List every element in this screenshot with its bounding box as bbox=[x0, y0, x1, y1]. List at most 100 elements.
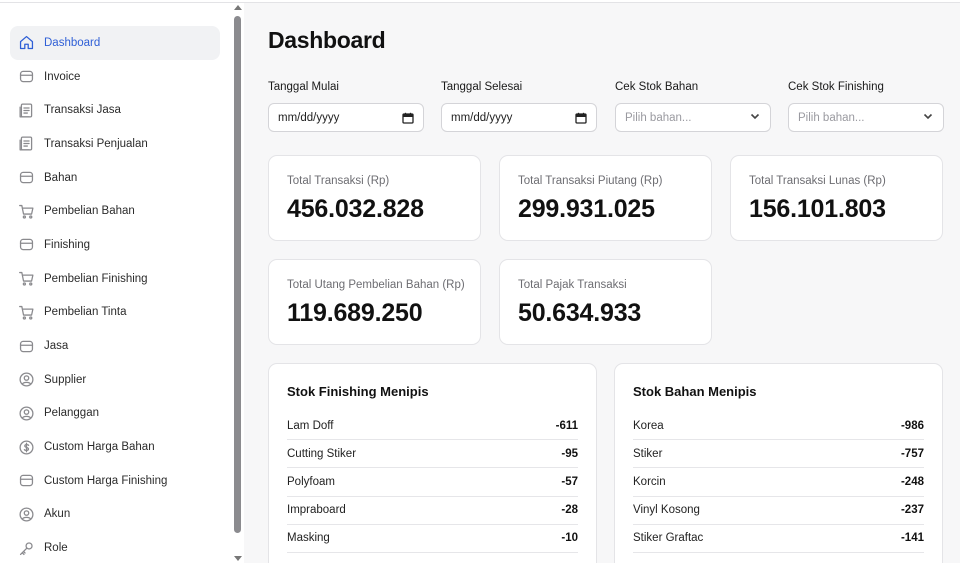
sidebar-item-label: Akun bbox=[44, 508, 71, 521]
user-circle-icon bbox=[17, 505, 35, 523]
cart-icon bbox=[17, 303, 35, 321]
stat-label: Total Transaksi Piutang (Rp) bbox=[518, 175, 663, 187]
list-item: Polyfoam -57 bbox=[287, 468, 578, 497]
sidebar-item-transaksi-jasa[interactable]: Transaksi Jasa bbox=[10, 93, 220, 127]
box-icon bbox=[17, 472, 35, 490]
calendar-icon[interactable] bbox=[402, 112, 414, 124]
sidebar-item-bahan[interactable]: Bahan bbox=[10, 161, 220, 195]
stock-material-label: Cek Stok Bahan bbox=[615, 81, 699, 93]
stock-finishing-placeholder: Pilih bahan... bbox=[798, 111, 865, 124]
list-item: Impraboard -28 bbox=[287, 497, 578, 525]
sidebar-item-finishing[interactable]: Finishing bbox=[10, 228, 220, 262]
sidebar-item-label: Invoice bbox=[44, 70, 81, 83]
sidebar-item-custom-harga-finishing[interactable]: Custom Harga Finishing bbox=[10, 464, 220, 498]
receipt-icon bbox=[17, 135, 35, 153]
item-name: Vinyl Kosong bbox=[633, 504, 700, 517]
start-date-value: mm/dd/yyyy bbox=[278, 111, 340, 124]
sidebar-item-akun[interactable]: Akun bbox=[10, 498, 220, 532]
sidebar-item-role[interactable]: Role bbox=[10, 531, 220, 563]
receipt-icon bbox=[17, 101, 35, 119]
scroll-thumb[interactable] bbox=[234, 16, 241, 533]
chevron-down-icon[interactable] bbox=[749, 110, 761, 125]
item-name: Korea bbox=[633, 419, 664, 432]
box-icon bbox=[17, 169, 35, 187]
stock-material-placeholder: Pilih bahan... bbox=[625, 111, 692, 124]
stat-card-total-piutang: Total Transaksi Piutang (Rp) 299.931.025 bbox=[499, 155, 712, 241]
start-date-input[interactable]: mm/dd/yyyy bbox=[268, 103, 424, 132]
box-icon bbox=[17, 236, 35, 254]
list-item: Masking -10 bbox=[287, 525, 578, 553]
sidebar-item-label: Pembelian Tinta bbox=[44, 306, 127, 319]
user-circle-icon bbox=[17, 404, 35, 422]
item-name: Polyfoam bbox=[287, 475, 335, 488]
chevron-down-icon[interactable] bbox=[922, 110, 934, 125]
item-quantity: -95 bbox=[561, 447, 578, 460]
item-name: Masking bbox=[287, 532, 330, 545]
sidebar-item-pembelian-bahan[interactable]: Pembelian Bahan bbox=[10, 194, 220, 228]
sidebar-nav: Dashboard Invoice Transaksi Jasa Transaksi … bbox=[10, 26, 220, 563]
item-name: Stiker Graftac bbox=[633, 532, 704, 545]
low-material-list: Korea -986 Stiker -757 Korcin -248 Vinyl Koson… bbox=[633, 412, 924, 553]
start-date-filter: Tanggal Mulai mm/dd/yyyy bbox=[268, 81, 424, 132]
list-item: Stiker Graftac -141 bbox=[633, 525, 924, 553]
low-finishing-list: Lam Doff -611 Cutting Stiker -95 Polyfoam -57… bbox=[287, 412, 578, 553]
stat-label: Total Pajak Transaksi bbox=[518, 279, 627, 291]
calendar-icon[interactable] bbox=[575, 112, 587, 124]
box-icon bbox=[17, 68, 35, 86]
sidebar-item-label: Pembelian Finishing bbox=[44, 272, 148, 285]
sidebar-item-label: Custom Harga Bahan bbox=[44, 441, 155, 454]
sidebar-item-pembelian-finishing[interactable]: Pembelian Finishing bbox=[10, 262, 220, 296]
sidebar-item-pembelian-tinta[interactable]: Pembelian Tinta bbox=[10, 296, 220, 330]
stat-value: 119.689.250 bbox=[287, 299, 423, 327]
sidebar-item-label: Role bbox=[44, 542, 68, 555]
item-quantity: -10 bbox=[561, 532, 578, 545]
stat-value: 50.634.933 bbox=[518, 299, 642, 327]
list-item: Korcin -248 bbox=[633, 468, 924, 497]
sidebar-item-dashboard[interactable]: Dashboard bbox=[10, 26, 220, 60]
sidebar-item-label: Custom Harga Finishing bbox=[44, 474, 168, 487]
key-icon bbox=[17, 539, 35, 557]
user-circle-icon bbox=[17, 371, 35, 389]
item-quantity: -57 bbox=[561, 475, 578, 488]
dollar-circle-icon bbox=[17, 438, 35, 456]
stat-label: Total Transaksi (Rp) bbox=[287, 175, 390, 187]
item-name: Cutting Stiker bbox=[287, 447, 357, 460]
sidebar-item-label: Transaksi Penjualan bbox=[44, 137, 148, 150]
stat-card-total-utang: Total Utang Pembelian Bahan (Rp) 119.689… bbox=[268, 259, 481, 345]
scroll-down-arrow-icon[interactable] bbox=[234, 556, 242, 561]
end-date-label: Tanggal Selesai bbox=[441, 81, 523, 93]
sidebar-item-custom-harga-bahan[interactable]: Custom Harga Bahan bbox=[10, 430, 220, 464]
sidebar-item-supplier[interactable]: Supplier bbox=[10, 363, 220, 397]
item-quantity: -28 bbox=[561, 504, 578, 517]
sidebar-item-label: Pelanggan bbox=[44, 407, 99, 420]
item-quantity: -757 bbox=[900, 447, 924, 460]
stock-material-filter: Cek Stok Bahan Pilih bahan... bbox=[615, 81, 771, 132]
stat-label: Total Transaksi Lunas (Rp) bbox=[749, 175, 886, 187]
item-name: Korcin bbox=[633, 475, 666, 488]
main-content: Dashboard Tanggal Mulai mm/dd/yyyy Tangg… bbox=[268, 0, 948, 563]
sidebar-item-label: Jasa bbox=[44, 340, 69, 353]
cart-icon bbox=[17, 270, 35, 288]
sidebar-scrollbar[interactable] bbox=[232, 3, 243, 563]
top-border bbox=[0, 0, 960, 3]
item-quantity: -248 bbox=[900, 475, 924, 488]
sidebar: Dashboard Invoice Transaksi Jasa Transaksi … bbox=[0, 3, 244, 563]
sidebar-item-invoice[interactable]: Invoice bbox=[10, 60, 220, 94]
scroll-up-arrow-icon[interactable] bbox=[234, 5, 242, 10]
end-date-filter: Tanggal Selesai mm/dd/yyyy bbox=[441, 81, 597, 132]
list-item: Stiker -757 bbox=[633, 440, 924, 469]
sidebar-item-transaksi-penjualan[interactable]: Transaksi Penjualan bbox=[10, 127, 220, 161]
stock-material-select[interactable]: Pilih bahan... bbox=[615, 103, 771, 132]
sidebar-item-jasa[interactable]: Jasa bbox=[10, 329, 220, 363]
end-date-input[interactable]: mm/dd/yyyy bbox=[441, 103, 597, 132]
list-item: Korea -986 bbox=[633, 412, 924, 441]
stat-label: Total Utang Pembelian Bahan (Rp) bbox=[287, 279, 465, 291]
stock-finishing-select[interactable]: Pilih bahan... bbox=[788, 103, 944, 132]
item-quantity: -611 bbox=[555, 419, 578, 432]
sidebar-item-label: Transaksi Jasa bbox=[44, 104, 121, 117]
stat-card-total-transaksi: Total Transaksi (Rp) 456.032.828 bbox=[268, 155, 481, 241]
item-quantity: -237 bbox=[900, 504, 924, 517]
sidebar-item-pelanggan[interactable]: Pelanggan bbox=[10, 397, 220, 431]
page-title: Dashboard bbox=[268, 27, 386, 53]
stat-value: 299.931.025 bbox=[518, 195, 655, 223]
